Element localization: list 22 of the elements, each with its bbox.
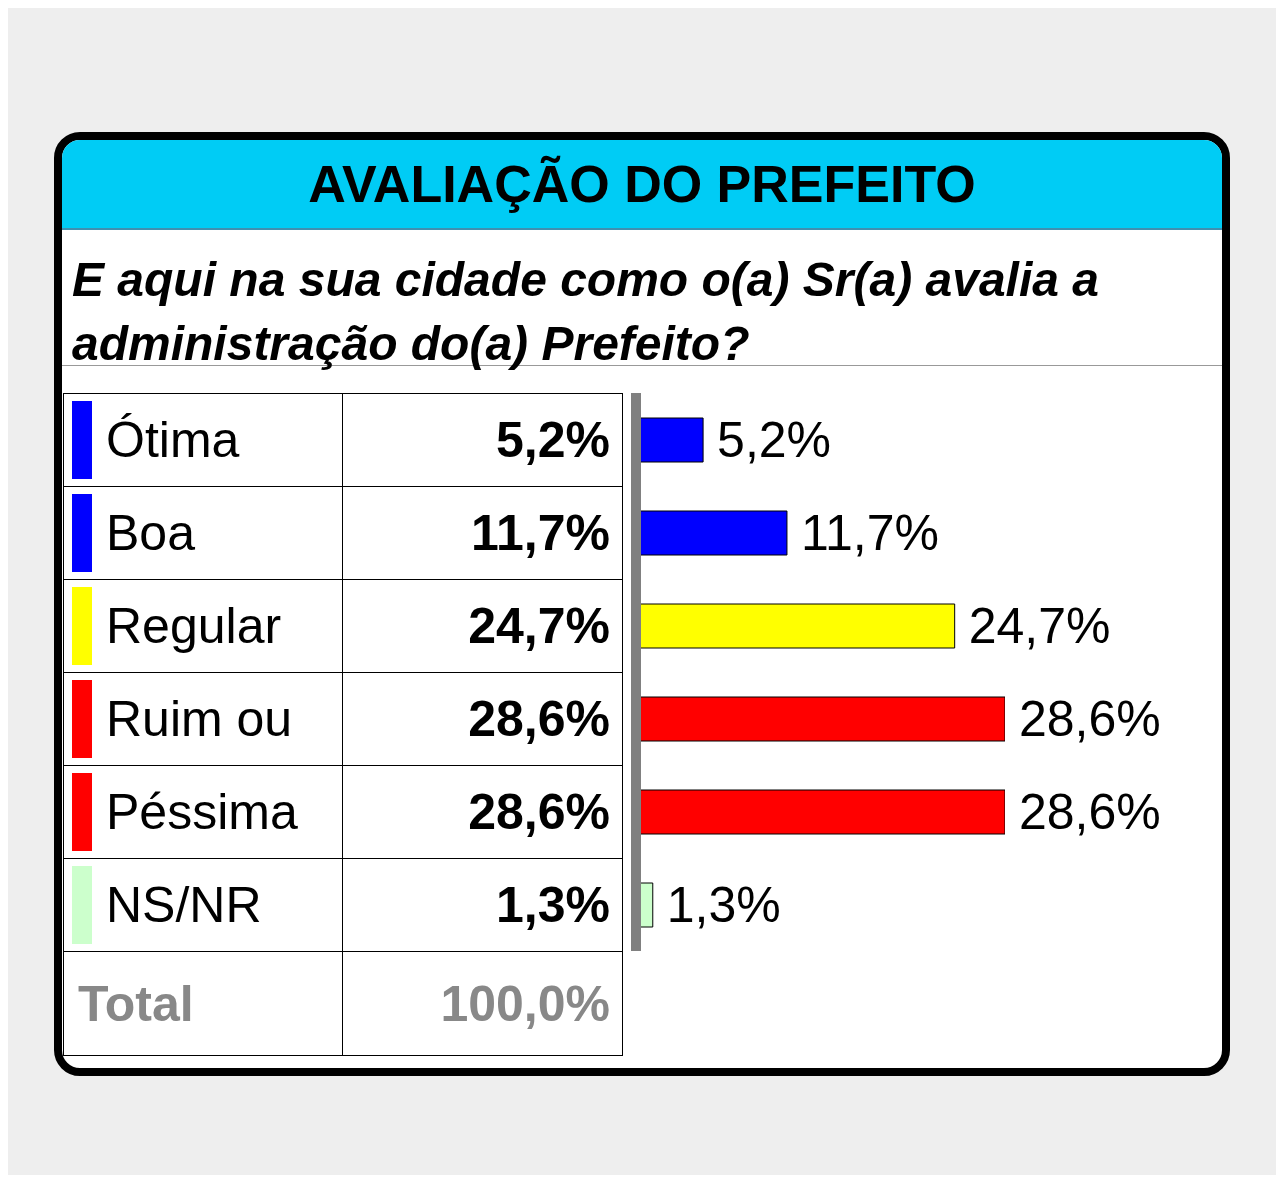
data-label: 5,2% [342, 393, 623, 487]
data-label: 28,6% [342, 765, 623, 859]
y-tick-label: Boa [106, 504, 195, 562]
text: 24,7% [968, 598, 1111, 654]
data-label: 24,7% [342, 579, 623, 673]
text: 1,3% [666, 877, 781, 933]
text: 5,2% [717, 412, 832, 468]
text: Total [63, 951, 343, 1056]
chart-subtitle: E aqui na sua cidade como o(a) Sr(a) avalia a administração do(a) Prefeito? [71, 252, 1100, 370]
y-tick-label: Ruim ou [106, 690, 293, 748]
y-tick-label: Ótima [106, 411, 240, 469]
data-label: 11,7% [342, 486, 623, 580]
text: 100,0% [342, 951, 623, 1056]
y-tick-label: Regular [106, 597, 282, 655]
chart-title: AVALIAÇÃO DO PREFEITO [62, 140, 1222, 230]
text: 28,6% [1019, 784, 1161, 840]
y-tick-label: NS/NR [106, 876, 262, 934]
y-tick-label: Péssima [106, 783, 298, 841]
data-label: 1,3% [342, 858, 623, 952]
data-label: 28,6% [342, 672, 623, 766]
text: 11,7% [800, 505, 940, 561]
text: 28,6% [1019, 691, 1161, 747]
